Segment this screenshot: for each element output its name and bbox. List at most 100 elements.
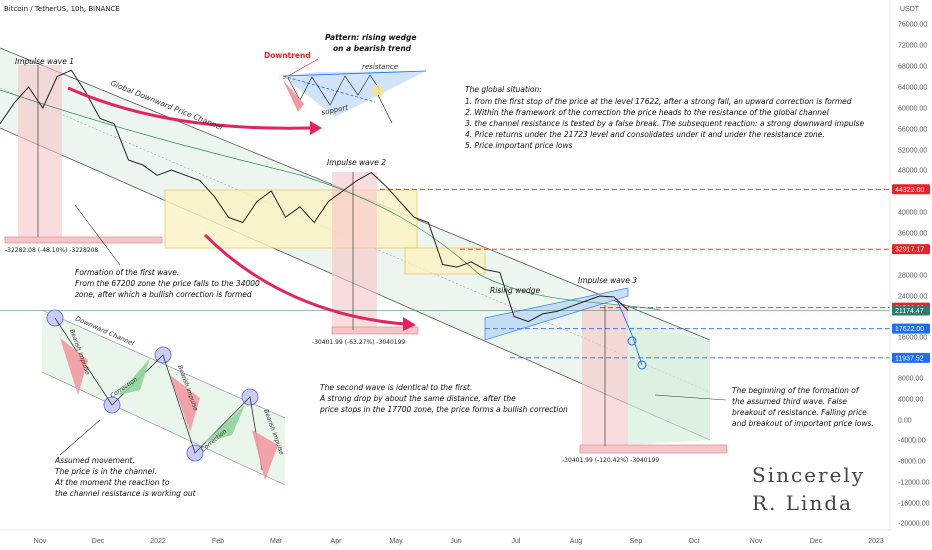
signature-line-2: R. Linda: [752, 491, 853, 515]
downtrend-arrowhead-1: [310, 121, 322, 135]
x-tick-label: Nov: [34, 538, 47, 545]
assumed-pointer: [59, 419, 101, 456]
mini-channel-illustration: [41, 309, 286, 486]
wave2-drop-zone: [332, 172, 377, 327]
svg-text:the assumed third wave. False: the assumed third wave. False: [732, 397, 847, 406]
x-tick-label: 2023: [868, 538, 884, 545]
svg-text:At the moment the reaction to: At the moment the reaction to: [54, 478, 170, 487]
level-badge: [892, 184, 930, 195]
third-wave-text: The beginning of the formation of the as…: [732, 386, 874, 428]
level-badge-label: 11937.52: [895, 355, 924, 362]
impulse-wave-1-label: Impulse wave 1: [15, 57, 74, 66]
third-wave-pointer: [654, 394, 727, 401]
svg-text:The second wave is identical t: The second wave is identical to the firs…: [320, 383, 472, 392]
downtrend-arrow-1: [67, 86, 311, 130]
x-tick-label: Jul: [512, 538, 521, 545]
svg-text:zone, after which a bullish co: zone, after which a bullish correction i…: [74, 290, 252, 299]
level-badge: [892, 323, 930, 334]
second-wave-text: The second wave is identical to the firs…: [319, 383, 568, 414]
y-tick-label: -8000.00: [898, 459, 926, 466]
svg-text:3. the channel resistance is t: 3. the channel resistance is tested by a…: [465, 119, 864, 128]
downtrend-arrow-2: [203, 233, 406, 326]
pattern-title-line-2: on a bearish trend: [333, 44, 412, 53]
downtrend-arrowhead-2: [403, 317, 416, 331]
y-tick-label: 4000.00: [898, 397, 923, 404]
wave3-target-box: [579, 444, 728, 454]
y-tick-label: -12000.00: [898, 480, 930, 487]
wave1-target-box: [4, 236, 163, 244]
wave2-target-box: [331, 326, 419, 335]
projection-zone: [628, 325, 710, 445]
assumed-movement-text: Assumed movement. The price is in the ch…: [54, 456, 197, 498]
price-level-badges: 44322.0032917.1721723.0021174.4717622.00…: [892, 184, 930, 363]
y-tick-label: 48000.00: [898, 168, 927, 175]
y-tick-label: 0.00: [898, 418, 912, 425]
y-tick-label: 76000.00: [898, 22, 927, 29]
svg-text:and breakout of important pric: and breakout of important price lows.: [732, 419, 874, 428]
svg-text:The beginning of the formation: The beginning of the formation of: [732, 386, 860, 395]
y-tick-label: 56000.00: [898, 127, 927, 134]
x-tick-label: May: [389, 538, 403, 545]
pattern-illustration: [282, 58, 427, 124]
y-tick-label: -16000.00: [898, 501, 930, 508]
projection-path: [616, 299, 643, 366]
wave1-measure-label: -32282.08 (-48.10%) -3228208: [5, 247, 98, 254]
level-badge: [892, 244, 930, 255]
x-tick-label: Mar: [270, 538, 283, 545]
consolidation-zone-1: [164, 189, 418, 249]
svg-text:breakout of resistance. Fallin: breakout of resistance. Falling price: [732, 408, 867, 417]
y-tick-label: 36000.00: [898, 231, 927, 238]
y-tick-label: -4000.00: [898, 438, 926, 445]
svg-text:Assumed movement.: Assumed movement.: [54, 456, 135, 465]
signature-line-1: Sincerely: [752, 463, 865, 487]
wave2-measure-label: -30401.99 (-63.27%) -3040199: [312, 339, 405, 346]
y-tick-label: 60000.00: [898, 106, 927, 113]
svg-text:5. Price important price lows: 5. Price important price lows: [465, 141, 573, 150]
y-tick-label: 16000.00: [898, 335, 927, 342]
wave3-measure-label: -30401.99 (-120.42%) -3040199: [562, 457, 659, 464]
rising-wedge-label: Rising wedge: [490, 286, 540, 295]
global-situation-text: The global situation: 1. from the first …: [465, 85, 864, 150]
y-tick-label: 68000.00: [898, 64, 927, 71]
svg-text:2. Within the framework of the: 2. Within the framework of the correctio…: [465, 108, 830, 117]
y-tick-label: 24000.00: [898, 294, 927, 301]
y-tick-label: -20000.00: [898, 521, 930, 528]
y-tick-label: 40000.00: [898, 210, 927, 217]
y-tick-label: 28000.00: [898, 273, 927, 280]
x-tick-label: Feb: [212, 538, 224, 545]
x-axis-ticks: Nov Dec 2022 Feb Mar Apr May Jun Jul Aug Sep Oct Nov…: [34, 538, 884, 545]
resistance-label: resistance: [362, 63, 398, 71]
projection-target-2: [637, 360, 647, 370]
svg-text:price stops in the 17700 zone,: price stops in the 17700 zone, the price…: [319, 405, 568, 414]
level-badge-label: 21174.47: [895, 308, 924, 315]
svg-text:Formation of the first wave.: Formation of the first wave.: [75, 268, 179, 277]
x-tick-label: Nov: [750, 538, 763, 545]
x-tick-label: Dec: [810, 538, 823, 545]
svg-text:The global situation:: The global situation:: [465, 85, 542, 94]
consolidation-zone-2: [404, 247, 486, 275]
level-badge: [892, 352, 930, 363]
x-tick-label: Oct: [689, 538, 700, 545]
price-series-line: [0, 69, 629, 323]
x-tick-label: 2022: [150, 538, 166, 545]
y-tick-label: 72000.00: [898, 43, 927, 50]
impulse-wave-2-label: Impulse wave 2: [327, 158, 386, 167]
first-wave-text: Formation of the first wave. From the 67…: [74, 268, 260, 299]
level-badge-label: 44322.00: [895, 187, 924, 194]
rising-wedge-shape: [484, 287, 629, 341]
wave1-drop-zone: [18, 65, 62, 237]
level-badge-label: 17622.00: [895, 326, 924, 333]
y-tick-label: 8000.00: [898, 376, 923, 383]
chart-title: Bitcoin / TetherUS, 10h, BINANCE: [4, 5, 120, 13]
pattern-title-line-1: Pattern: rising wedge: [325, 33, 416, 42]
moving-average-line: [0, 89, 661, 311]
downtrend-label: Downtrend: [264, 51, 311, 60]
x-tick-label: Sep: [630, 538, 643, 545]
svg-text:The price is in the channel.: The price is in the channel.: [55, 467, 157, 476]
level-badge-label: 32917.17: [895, 247, 924, 254]
svg-text:From the 67200 zone the price: From the 67200 zone the price falls to t…: [75, 279, 260, 288]
x-tick-label: Jun: [450, 538, 461, 545]
y-tick-label: 64000.00: [898, 85, 927, 92]
x-tick-label: Aug: [570, 538, 583, 545]
